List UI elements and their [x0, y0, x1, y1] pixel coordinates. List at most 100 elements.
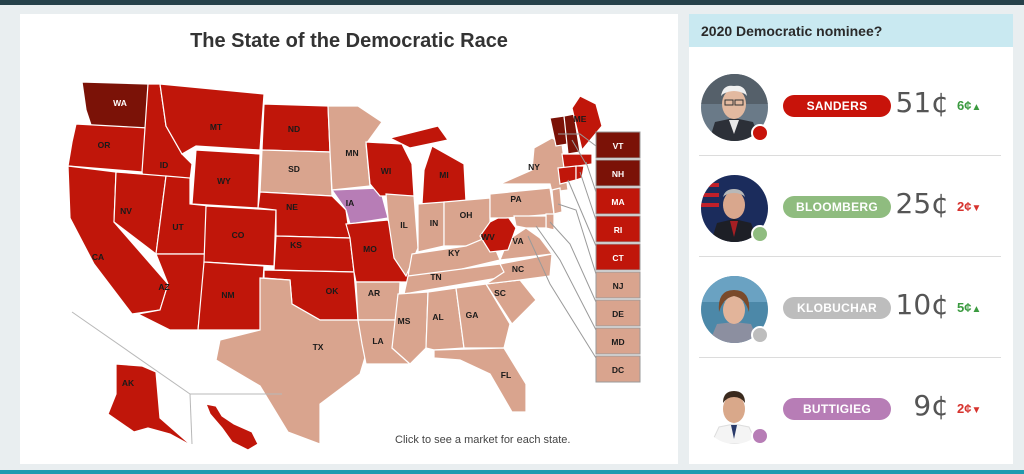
state-label-nc: NC [512, 264, 524, 274]
state-label-tn: TN [430, 272, 441, 282]
state-ga[interactable] [455, 283, 511, 349]
state-label-or: OR [98, 140, 111, 150]
state-label-al: AL [432, 312, 443, 322]
side-box-rect[interactable] [595, 131, 641, 159]
state-label-ak: AK [122, 378, 135, 388]
state-ct[interactable] [557, 165, 577, 185]
candidate-row-buttigieg[interactable]: BUTTIGIEG 9¢ 2¢▼ [689, 359, 1013, 459]
state-mt[interactable] [159, 83, 265, 155]
state-label-ar: AR [368, 288, 380, 298]
state-label-ia: IA [346, 198, 355, 208]
state-labels: WA OR CA MT ID NV WY UT AZ CO NM ND SD NE KS OK TX MN IA MO… [92, 98, 587, 388]
state-label-oh: OH [460, 210, 473, 220]
divider [699, 357, 1001, 358]
state-ma[interactable] [561, 153, 593, 169]
state-label-il: IL [400, 220, 408, 230]
state-tx[interactable] [215, 277, 367, 445]
bloomberg-color-dot [751, 225, 769, 243]
divider [699, 256, 1001, 257]
side-box-rect[interactable] [595, 243, 641, 271]
klobuchar-avatar [701, 276, 768, 343]
inset-lines [71, 311, 282, 445]
side-box-rect[interactable] [595, 355, 641, 383]
state-label-ut: UT [172, 222, 184, 232]
down-arrow-icon: ▼ [971, 405, 982, 416]
side-box-rect[interactable] [595, 299, 641, 327]
state-label-ky: KY [448, 248, 460, 258]
sidebar-title: 2020 Democratic nominee? [689, 14, 1013, 47]
state-nj[interactable] [551, 187, 563, 215]
sanders-pill[interactable]: SANDERS [783, 95, 891, 117]
leader-lines [527, 133, 597, 359]
side-box-rect[interactable] [595, 327, 641, 355]
state-label-me: ME [574, 114, 587, 124]
top-bar [0, 0, 1024, 5]
side-box-label-nh: NH [612, 169, 624, 179]
state-label-va: VA [512, 236, 523, 246]
sanders-change: 6¢▲ [957, 98, 982, 113]
state-me[interactable] [571, 95, 603, 152]
map-panel: WA OR CA MT ID NV WY UT AZ CO NM ND SD NE KS OK TX MN IA MO… [20, 14, 678, 464]
state-ks[interactable] [273, 235, 355, 273]
state-label-ms: MS [398, 316, 411, 326]
klobuchar-pill[interactable]: KLOBUCHAR [783, 297, 891, 319]
side-box-dc[interactable]: DC [595, 355, 641, 383]
klobuchar-price: 10¢ [895, 288, 949, 321]
state-ak[interactable] [107, 363, 193, 447]
state-label-ne: NE [286, 202, 298, 212]
side-box-ma[interactable]: MA [595, 187, 641, 215]
buttigieg-change: 2¢▼ [957, 401, 982, 416]
us-map: WA OR CA MT ID NV WY UT AZ CO NM ND SD NE KS OK TX MN IA MO… [67, 81, 641, 451]
state-label-fl: FL [501, 370, 511, 380]
sidebar-panel: 2020 Democratic nominee? SANDERS 51¢ 6¢▲ [689, 14, 1013, 464]
state-label-mt: MT [210, 122, 223, 132]
map-hint: Click to see a market for each state. [395, 434, 571, 446]
state-label-wv: WV [481, 232, 495, 242]
side-box-de[interactable]: DE [595, 299, 641, 327]
side-box-rect[interactable] [595, 215, 641, 243]
klobuchar-change: 5¢▲ [957, 300, 982, 315]
side-box-ri[interactable]: RI [595, 215, 641, 243]
state-label-co: CO [232, 230, 245, 240]
side-box-nh[interactable]: NH [595, 159, 641, 187]
side-box-ct[interactable]: CT [595, 243, 641, 271]
state-il[interactable] [385, 193, 419, 278]
state-fl[interactable] [433, 347, 527, 413]
side-box-rect[interactable] [595, 271, 641, 299]
side-box-label-ma: MA [611, 197, 624, 207]
state-label-ca: CA [92, 252, 104, 262]
buttigieg-pill[interactable]: BUTTIGIEG [783, 398, 891, 420]
side-box-vt[interactable]: VT [595, 131, 641, 159]
side-box-rect[interactable] [595, 159, 641, 187]
state-md[interactable] [513, 215, 547, 229]
state-hi[interactable] [205, 403, 259, 451]
candidate-row-klobuchar[interactable]: KLOBUCHAR 10¢ 5¢▲ [689, 258, 1013, 358]
state-ia[interactable] [330, 187, 389, 225]
candidate-row-sanders[interactable]: SANDERS 51¢ 6¢▲ [689, 56, 1013, 156]
state-label-mi: MI [439, 170, 448, 180]
side-box-md[interactable]: MD [595, 327, 641, 355]
side-box-rect[interactable] [595, 187, 641, 215]
bottom-bar [0, 470, 1024, 474]
side-box-nj[interactable]: NJ [595, 271, 641, 299]
state-mi-upper[interactable] [388, 125, 450, 149]
state-label-sd: SD [288, 164, 300, 174]
side-box-label-de: DE [612, 309, 624, 319]
bloomberg-pill[interactable]: BLOOMBERG [783, 196, 891, 218]
sanders-color-dot [751, 124, 769, 142]
state-or[interactable] [67, 123, 149, 173]
state-label-ks: KS [290, 240, 302, 250]
state-label-az: AZ [158, 282, 169, 292]
state-label-tx: TX [313, 342, 324, 352]
buttigieg-price: 9¢ [913, 389, 949, 422]
buttigieg-avatar [701, 377, 768, 444]
state-label-nm: NM [221, 290, 234, 300]
candidate-row-bloomberg[interactable]: BLOOMBERG 25¢ 2¢▼ [689, 157, 1013, 257]
state-label-pa: PA [510, 194, 521, 204]
up-arrow-icon: ▲ [971, 102, 982, 113]
side-box-label-nj: NJ [613, 281, 624, 291]
bloomberg-change: 2¢▼ [957, 199, 982, 214]
state-ms[interactable] [391, 291, 429, 365]
state-pa[interactable] [489, 187, 555, 219]
state-label-wy: WY [217, 176, 231, 186]
